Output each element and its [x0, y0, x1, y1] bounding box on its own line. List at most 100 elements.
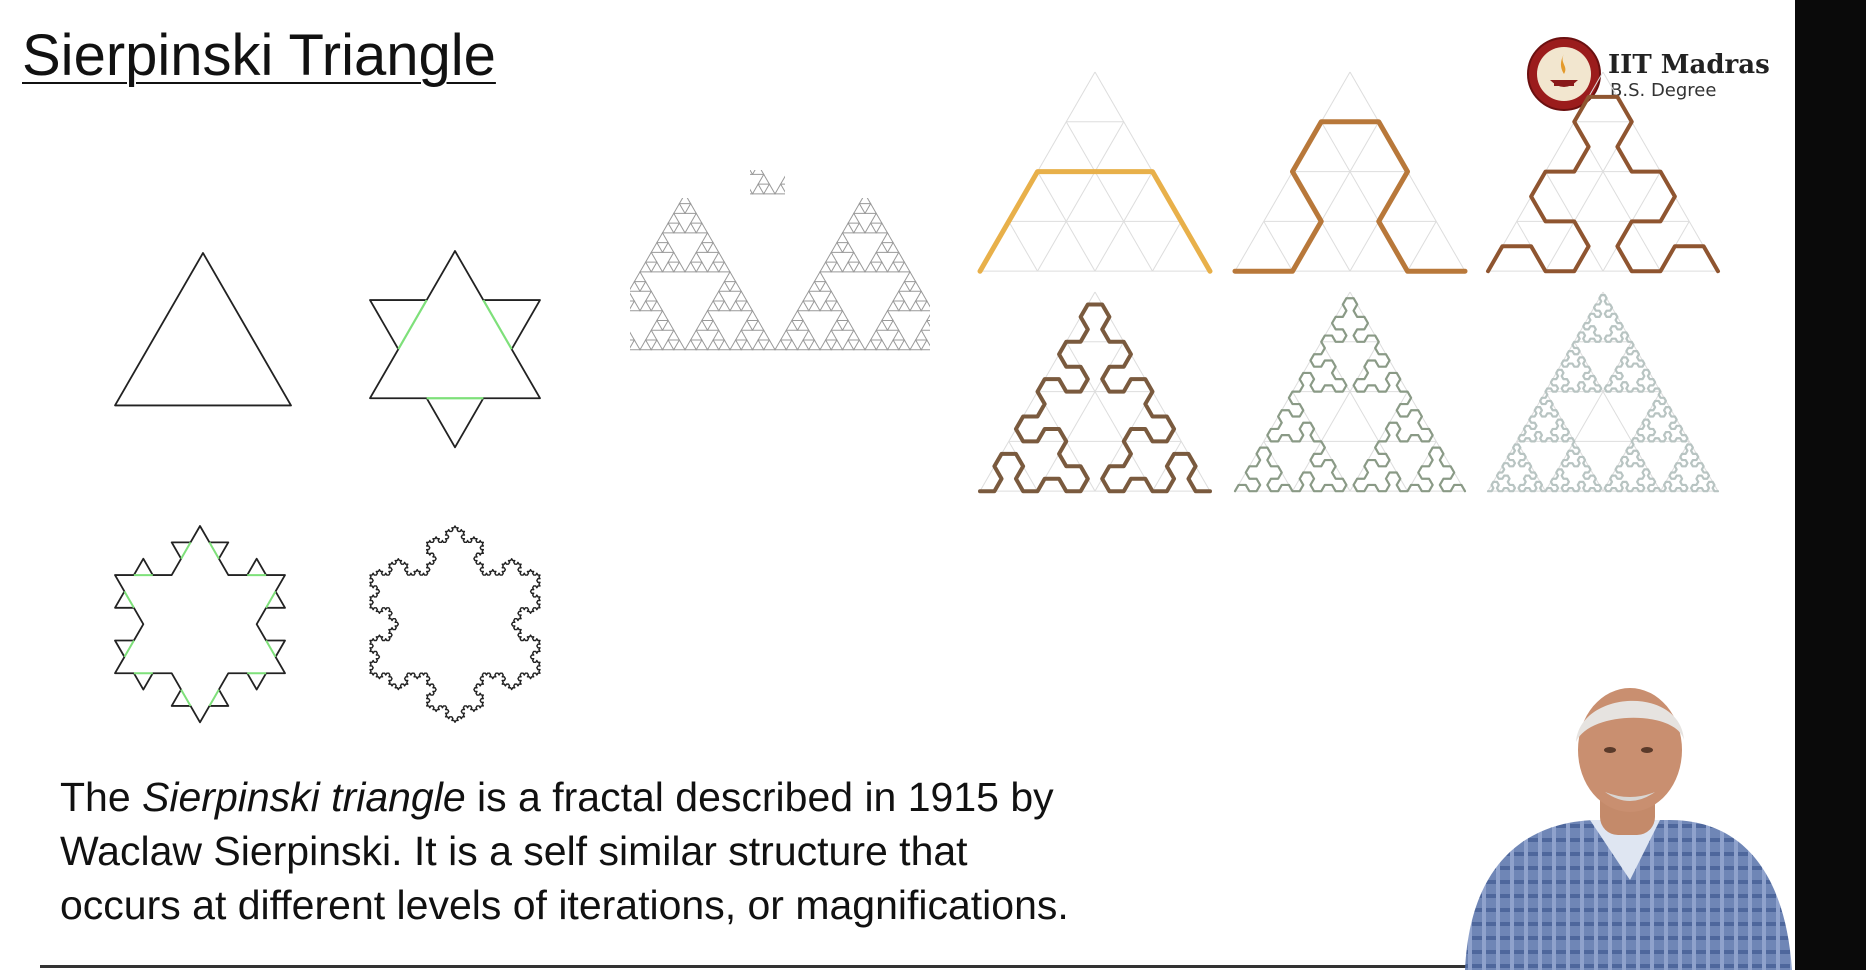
arrowhead-curve-path [978, 302, 1212, 494]
sierpinski-small-triangle [762, 183, 776, 195]
sierpinski-small-triangle [786, 67, 797, 77]
sierpinski-small-triangle [864, 202, 878, 214]
sierpinski-small-triangle [886, 261, 900, 273]
sierpinski-small-triangle [886, 300, 900, 312]
sierpinski-small-triangle [820, 145, 831, 155]
description-line-2: Waclaw Sierpinski. It is a self similar … [60, 828, 968, 874]
sierpinski-small-triangle [734, 173, 748, 185]
sierpinski-small-triangle [914, 290, 928, 302]
sierpinski-small-triangle [741, 87, 752, 97]
sierpinski-small-triangle [684, 222, 698, 234]
sierpinski-small-triangle [753, 87, 764, 97]
sierpinski-small-triangle [712, 173, 726, 185]
sierpinski-small-triangle [814, 116, 825, 126]
sierpinski-small-triangle [650, 339, 664, 351]
sierpinski-small-triangle [606, 321, 617, 331]
koch-snowflake-iteration-1 [369, 250, 541, 449]
arrowhead-curve-path [1486, 294, 1720, 493]
sierpinski-small-triangle [713, 135, 724, 145]
sierpinski-small-triangle [630, 280, 641, 292]
sierpinski-small-triangle [736, 96, 747, 106]
sierpinski-small-triangle [914, 329, 928, 341]
sierpinski-small-triangle [702, 155, 713, 165]
sierpinski-small-triangle [706, 300, 720, 312]
sierpinski-small-triangle [751, 319, 765, 331]
sierpinski-small-triangle [650, 300, 664, 312]
sierpinski-small-triangle [734, 290, 748, 302]
sierpinski-small-triangle [807, 339, 821, 351]
sierpinski-small-triangle [881, 309, 894, 322]
sierpinski-small-triangle [830, 170, 844, 175]
arrowhead-curve-path [977, 169, 1213, 274]
arrowhead-curve-order-2 [1232, 71, 1468, 274]
sierpinski-small-triangle [875, 261, 889, 273]
koch-highlight-segment [180, 689, 192, 707]
sierpinski-small-triangle [933, 321, 944, 331]
sierpinski-small-triangle [802, 329, 816, 341]
sierpinski-small-triangle [633, 270, 647, 283]
koch-snowflake-iteration-2 [114, 525, 286, 724]
sierpinski-small-triangle [751, 170, 765, 175]
sierpinski-small-triangle [830, 261, 844, 273]
sierpinski-small-triangle [706, 319, 720, 331]
sierpinski-small-triangle [819, 300, 833, 312]
sierpinski-small-triangle [847, 251, 861, 263]
sierpinski-small-triangle [706, 183, 720, 195]
sierpinski-small-triangle [841, 339, 855, 351]
iit-madras-logo: IIT Madras B.S. Degree [1526, 36, 1770, 118]
sierpinski-small-triangle [944, 340, 955, 350]
arrowhead-grid [979, 291, 1211, 492]
sierpinski-small-triangle [869, 251, 883, 263]
koch-highlight-segment [265, 640, 277, 658]
sierpinski-small-triangle [796, 183, 810, 195]
sierpinski-small-triangle [644, 329, 658, 341]
sierpinski-small-triangle [706, 241, 720, 253]
sierpinski-small-triangle [796, 319, 810, 331]
koch-snowflake-iteration-0 [114, 252, 292, 407]
iit-madras-seal-icon [1527, 37, 1601, 111]
logo-subtitle: B.S. Degree [1610, 80, 1717, 101]
sierpinski-small-triangle [809, 145, 820, 155]
sierpinski-small-triangle [758, 57, 769, 67]
sierpinski-small-triangle [864, 261, 878, 273]
arrowhead-curve-path [1486, 94, 1720, 274]
sierpinski-small-triangle [826, 135, 837, 145]
sierpinski-small-triangle [661, 339, 675, 351]
sierpinski-small-triangle [920, 300, 930, 312]
sierpinski-small-triangle [824, 290, 838, 302]
sierpinski-small-triangle [858, 192, 872, 205]
sierpinski-small-triangle [875, 319, 889, 331]
sierpinski-small-triangle [689, 173, 703, 185]
sierpinski-small-triangle [841, 170, 855, 175]
sierpinski-small-triangle [741, 106, 752, 116]
sierpinski-small-triangle [875, 222, 889, 234]
sierpinski-small-triangle [734, 329, 748, 341]
sierpinski-small-triangle [717, 339, 731, 351]
sierpinski-small-triangle [712, 251, 726, 263]
sierpinski-small-triangle [695, 222, 709, 234]
sierpinski-small-triangle [881, 231, 894, 244]
sierpinski-small-triangle [650, 319, 664, 331]
sierpinski-small-triangle [729, 300, 743, 312]
sierpinski-small-triangle [807, 183, 821, 195]
sierpinski-small-triangle [897, 261, 911, 273]
koch-highlight-segment [180, 541, 192, 560]
sierpinski-small-triangle [892, 329, 906, 341]
koch-highlight-segment [397, 299, 428, 350]
sierpinski-small-triangle [847, 329, 861, 341]
koch-highlight-segment [208, 541, 220, 560]
sierpinski-small-triangle [785, 183, 799, 195]
sierpinski-small-triangle [938, 330, 949, 340]
sierpinski-small-triangle [751, 183, 765, 195]
sierpinski-small-triangle [661, 319, 675, 331]
sierpinski-small-triangle [746, 309, 759, 322]
sierpinski-small-triangle [712, 329, 726, 341]
koch-highlight-segment [123, 590, 135, 609]
sierpinski-small-triangle [747, 77, 758, 87]
sierpinski-small-triangle [730, 126, 741, 136]
sierpinski-small-triangle [852, 339, 866, 351]
sierpinski-small-triangle [830, 319, 844, 331]
sierpinski-small-triangle [886, 319, 900, 331]
sierpinski-small-triangle [695, 241, 709, 253]
sierpinski-small-triangle [824, 251, 838, 263]
